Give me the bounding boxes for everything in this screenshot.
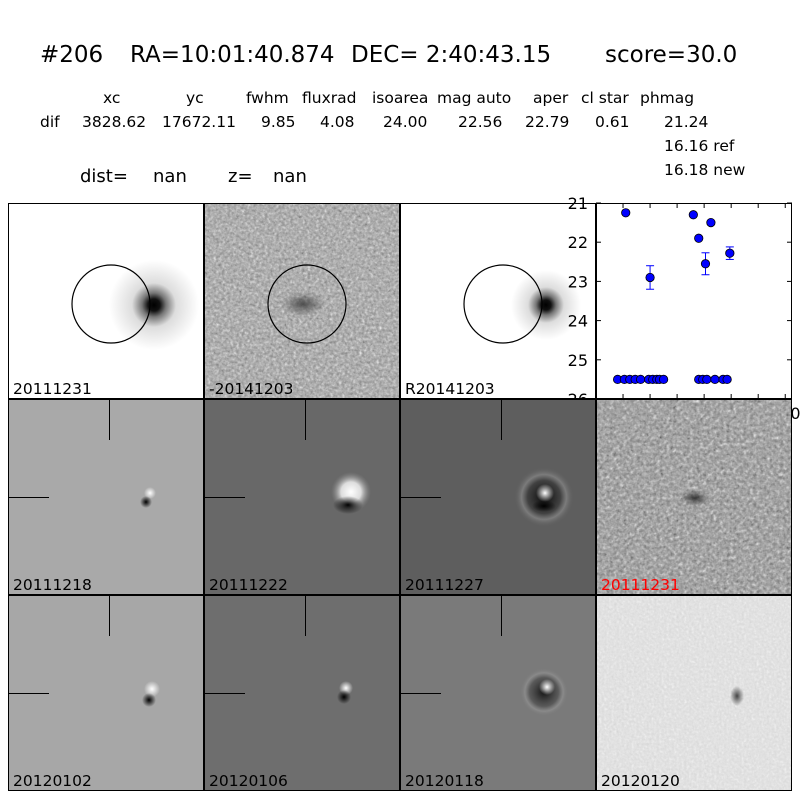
crosshair-v <box>109 400 110 440</box>
col-fwhm: fwhm <box>246 89 289 107</box>
crosshair-h <box>9 497 49 498</box>
ref-mag: 16.16 ref <box>664 137 735 155</box>
panel-label: R20141203 <box>405 380 495 398</box>
cutout-panel: 20120106 <box>204 595 400 791</box>
light-curve-svg: 212223242526020406080100120 <box>568 194 800 423</box>
panel-label: 20120120 <box>601 772 680 790</box>
score: score=30.0 <box>605 42 738 68</box>
y-tick-label: 23 <box>568 272 588 291</box>
ra-coordinate: RA=10:01:40.874 <box>130 42 335 68</box>
aperture-circle <box>71 264 151 344</box>
cutout-panel: 20111222 <box>204 399 400 595</box>
dec-coordinate: DEC= 2:40:43.15 <box>351 42 552 68</box>
panel-label: 20120102 <box>13 772 92 790</box>
dipole-image <box>140 487 156 508</box>
dipole-image <box>520 668 568 716</box>
data-point <box>658 374 669 384</box>
crosshair-h <box>205 497 245 498</box>
col-xc: xc <box>103 89 121 107</box>
noise-image <box>597 596 791 790</box>
dipole-image <box>514 467 574 527</box>
col-isoarea: isoarea <box>372 89 429 107</box>
dipole-image <box>337 681 353 704</box>
data-point <box>645 272 655 283</box>
panel-label: 20111231 <box>601 576 680 594</box>
new-mag: 16.18 new <box>664 161 746 179</box>
noise-image <box>597 400 791 594</box>
y-tick-label: 25 <box>568 351 588 370</box>
crosshair-h <box>205 693 245 694</box>
z-label: z= <box>228 166 253 187</box>
data-point <box>694 233 704 243</box>
col-fluxrad: fluxrad <box>302 89 357 107</box>
val-aper: 22.79 <box>525 113 570 131</box>
panel-label: 20111231 <box>13 380 92 398</box>
source-image <box>9 204 203 398</box>
row-label: dif <box>40 113 60 131</box>
data-point <box>710 374 720 384</box>
light-curve-chart: 212223242526020406080100120 <box>568 194 800 423</box>
panel-label: 20120118 <box>405 772 484 790</box>
val-fluxrad: 4.08 <box>320 113 355 131</box>
panel-label: 20111222 <box>209 576 288 594</box>
val-fwhm: 9.85 <box>261 113 296 131</box>
col-phmag: phmag <box>640 89 695 107</box>
y-tick-label: 22 <box>568 233 588 252</box>
crosshair-h <box>9 693 49 694</box>
crosshair-v <box>305 596 306 636</box>
crosshair-h <box>401 693 441 694</box>
data-point <box>722 374 732 384</box>
cutout-panel: 20111218 <box>8 399 204 595</box>
cutout-panel: 20111231 <box>596 399 792 595</box>
panel-label: 20120106 <box>209 772 288 790</box>
col-yc: yc <box>186 89 204 107</box>
aperture-circle <box>463 264 543 344</box>
crosshair-v <box>501 596 502 636</box>
noise-image <box>205 204 399 398</box>
cutout-panel: -20141203 <box>204 203 400 399</box>
data-point <box>702 374 712 384</box>
data-point <box>706 218 716 228</box>
source-image <box>401 204 595 398</box>
crosshair-v <box>501 400 502 440</box>
val-xc: 3828.62 <box>82 113 147 131</box>
panel-label: 20111227 <box>405 576 484 594</box>
plot-frame <box>596 203 792 399</box>
data-point <box>725 248 735 258</box>
col-cl-star: cl star <box>581 89 629 107</box>
crosshair-h <box>401 497 441 498</box>
col-aper: aper <box>533 89 569 107</box>
dipole-image <box>331 472 371 514</box>
cutout-panel: 20120102 <box>8 595 204 791</box>
y-tick-label: 21 <box>568 194 588 213</box>
val-phmag: 21.24 <box>664 113 709 131</box>
crosshair-v <box>109 596 110 636</box>
panel-label: 20111218 <box>13 576 92 594</box>
cutout-panel: 20120120 <box>596 595 792 791</box>
val-mag-auto: 22.56 <box>458 113 503 131</box>
data-point <box>621 208 631 218</box>
data-point <box>636 374 646 384</box>
cutout-panel: R20141203 <box>400 203 596 399</box>
z-value: nan <box>273 166 307 187</box>
dist-label: dist= <box>80 166 128 187</box>
data-point <box>688 210 698 220</box>
cutout-panel: 20111231 <box>8 203 204 399</box>
panel-label: -20141203 <box>209 380 294 398</box>
data-point <box>700 259 711 269</box>
val-cl-star: 0.61 <box>595 113 630 131</box>
col-mag-auto: mag auto <box>437 89 512 107</box>
val-isoarea: 24.00 <box>383 113 428 131</box>
dist-value: nan <box>153 166 187 187</box>
object-id: #206 <box>40 42 104 68</box>
cutout-panel: 20120118 <box>400 595 596 791</box>
y-tick-label: 24 <box>568 312 588 331</box>
dipole-image <box>142 681 160 707</box>
cutout-panel: 20111227 <box>400 399 596 595</box>
crosshair-v <box>305 400 306 440</box>
val-yc: 17672.11 <box>162 113 236 131</box>
